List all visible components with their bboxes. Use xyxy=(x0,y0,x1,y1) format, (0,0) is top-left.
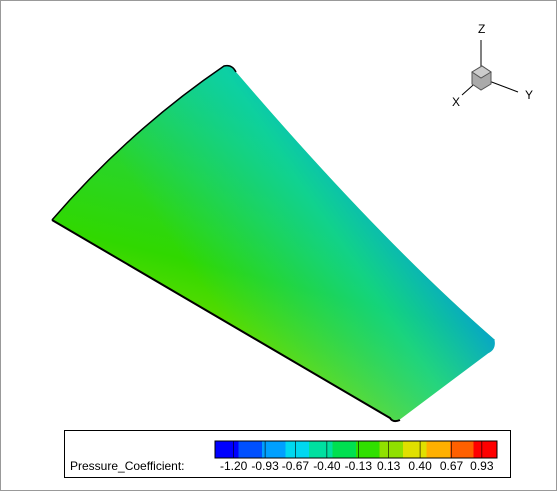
tick-label: -1.20 xyxy=(220,459,248,473)
color-swatch xyxy=(379,441,404,458)
tick-label: 0.93 xyxy=(470,459,494,473)
tick-label: 0.40 xyxy=(408,459,432,473)
color-swatch xyxy=(356,441,380,458)
tick-label: 0.67 xyxy=(440,459,464,473)
colorbar-title: Pressure_Coefficient: xyxy=(70,459,185,473)
tick-label: 0.13 xyxy=(377,459,401,473)
tick-label: -0.13 xyxy=(345,459,373,473)
tick-label: -0.93 xyxy=(251,459,279,473)
y-label: Y xyxy=(525,88,533,102)
color-swatch xyxy=(450,441,474,458)
color-swatch xyxy=(426,441,451,458)
axes-triad: Z X Y xyxy=(452,22,533,109)
colorbar: -1.20 -0.93 -0.67 -0.40 -0.13 0.13 0.40 0.67 0.9… xyxy=(214,440,498,473)
color-swatch xyxy=(285,441,310,458)
color-swatch xyxy=(473,441,498,458)
colorbar-outline xyxy=(214,440,498,459)
color-swatch xyxy=(403,441,427,458)
color-swatch xyxy=(309,441,333,458)
z-label: Z xyxy=(478,22,485,36)
tick-label: -0.67 xyxy=(282,459,310,473)
x-label: X xyxy=(452,95,460,109)
color-swatch xyxy=(215,441,239,458)
wing-surface xyxy=(51,64,496,423)
color-swatch xyxy=(332,441,357,458)
color-swatch xyxy=(238,441,263,458)
tick-label: -0.40 xyxy=(313,459,341,473)
color-swatch xyxy=(262,441,286,458)
